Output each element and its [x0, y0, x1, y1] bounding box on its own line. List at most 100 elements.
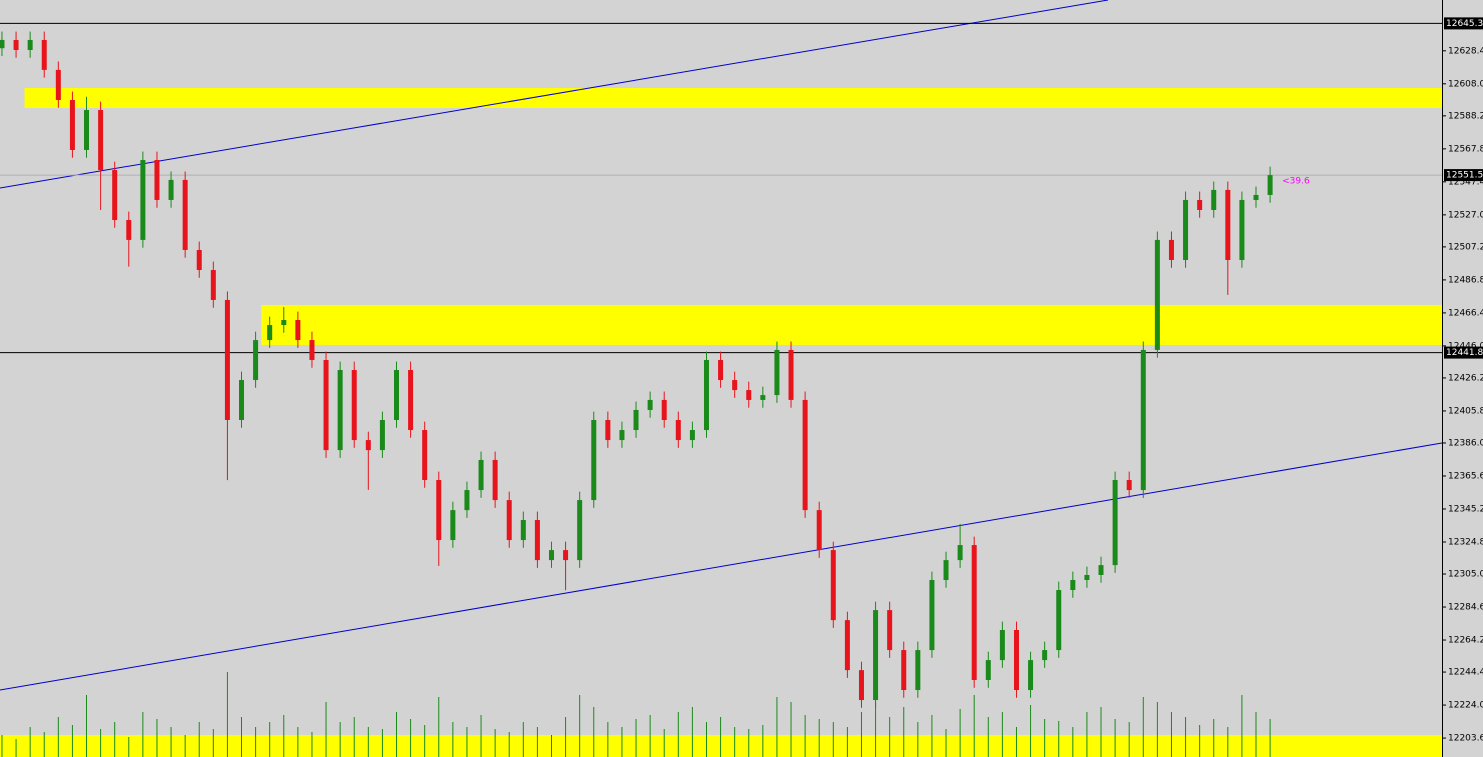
candle-body [351, 370, 357, 441]
candle-body [703, 359, 709, 431]
candle-body [112, 170, 118, 221]
candle-body [126, 220, 132, 240]
candle-body [534, 519, 540, 561]
y-tick-label: 12324.80 [1448, 537, 1483, 547]
candle-body [943, 560, 949, 581]
candle-body [55, 69, 61, 100]
price-label-box [1444, 17, 1483, 30]
candle-body [760, 395, 766, 400]
candle-body [830, 550, 836, 621]
candle-body [802, 399, 808, 511]
candle-body [506, 500, 512, 541]
candle-body [492, 459, 498, 501]
y-tick-label: 12264.20 [1448, 636, 1483, 646]
candle-body [971, 545, 977, 680]
candle-body [253, 340, 259, 381]
candle-body [224, 299, 230, 420]
candle-body [1098, 565, 1104, 575]
candle-body [41, 39, 47, 70]
y-tick-label: 12203.60 [1448, 734, 1483, 744]
candle-body [281, 320, 287, 326]
candle-body [1168, 239, 1174, 260]
candle-body [168, 179, 174, 200]
candle-body [873, 610, 879, 701]
candle-body [379, 419, 385, 451]
candle-body [718, 359, 724, 381]
candle-body [1140, 349, 1146, 491]
candle-body [478, 459, 484, 491]
price-label-box [1444, 346, 1483, 359]
y-tick-label: 12588.20 [1448, 111, 1483, 121]
candle-body [1154, 239, 1160, 350]
candle-body [464, 490, 470, 511]
candle-body [394, 370, 400, 420]
candle-body [295, 320, 301, 341]
zone [24, 88, 1443, 108]
candle-body [13, 39, 19, 50]
zone [261, 304, 1443, 345]
candle-body [1056, 590, 1062, 651]
candle-body [98, 110, 104, 171]
candle-body [548, 550, 554, 561]
candle-body [520, 519, 526, 541]
candle-body [1112, 480, 1118, 566]
candle-body [1211, 189, 1217, 210]
candle-body [196, 249, 202, 271]
candle-body [436, 480, 442, 541]
candle-body [619, 430, 625, 441]
y-tick-label: 12486.80 [1448, 275, 1483, 285]
candle-body [27, 39, 33, 50]
candle-body [1084, 574, 1090, 581]
candle-body [816, 510, 822, 551]
candle-body [985, 660, 991, 680]
candle-body [788, 349, 794, 400]
candle-body [901, 650, 907, 691]
candle-body [365, 440, 371, 451]
candle-body [323, 359, 329, 451]
candle-body [267, 325, 273, 341]
y-tick-label: 12446.00 [1448, 341, 1483, 351]
candle-body [210, 270, 216, 300]
candle-body [844, 620, 850, 671]
candle-body [732, 380, 738, 391]
candle-body [647, 399, 653, 410]
y-tick-label: 12405.80 [1448, 406, 1483, 416]
y-tick-label: 12527.00 [1448, 210, 1483, 220]
candle-body [422, 430, 428, 481]
candle-body [858, 670, 864, 701]
trendline [0, 442, 1443, 691]
candle-body [563, 550, 569, 561]
price-label: 12645.34 [1446, 19, 1483, 29]
candle-body [1126, 480, 1132, 491]
candle-body [450, 510, 456, 541]
candle-body [1253, 194, 1259, 200]
candle-body [887, 610, 893, 651]
y-tick-label: 12628.40 [1448, 46, 1483, 56]
y-tick-label: 12608.00 [1448, 79, 1483, 89]
candle-body [182, 179, 188, 250]
candle-body [661, 399, 667, 420]
candle-body [915, 650, 921, 691]
candle-body [929, 580, 935, 651]
candle-body [1197, 199, 1203, 210]
candle-body [1013, 629, 1019, 691]
candle-body [0, 39, 5, 49]
candle-body [591, 419, 597, 501]
price-label: 12551.58 [1446, 171, 1483, 181]
y-tick-label: 12507.20 [1448, 242, 1483, 252]
y-tick-label: 12547.40 [1448, 177, 1483, 187]
candle-body [84, 110, 90, 150]
price-label-box [1444, 169, 1483, 182]
y-tick-label: 12345.20 [1448, 504, 1483, 514]
candle-body [239, 380, 245, 420]
y-tick-label: 12224.00 [1448, 701, 1483, 711]
candle-body [999, 629, 1005, 661]
candle-body [577, 500, 583, 561]
y-tick-label: 12426.20 [1448, 373, 1483, 383]
candle-body [1042, 650, 1048, 661]
candle-body [337, 370, 343, 451]
candle-body [1070, 580, 1076, 591]
y-tick-label: 12365.60 [1448, 471, 1483, 481]
